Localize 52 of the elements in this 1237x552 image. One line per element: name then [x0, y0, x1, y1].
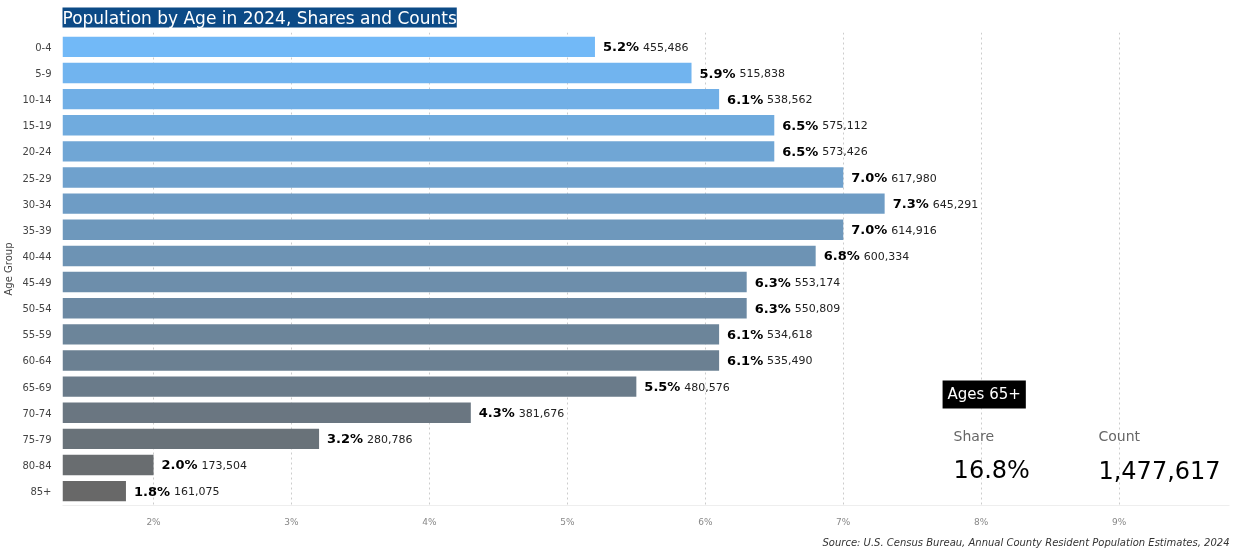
- x-tick-label: 8%: [974, 516, 989, 527]
- data-label: 1.8% 161,075: [133, 483, 220, 499]
- y-tick-label: 60-64: [22, 355, 52, 367]
- data-label: 5.5% 480,576: [644, 379, 730, 395]
- annotation: 1,477,617: [1098, 457, 1221, 486]
- annotation: Share: [953, 428, 995, 445]
- annotation: Count: [1098, 428, 1141, 445]
- data-label: 3.2% 280,786: [327, 431, 413, 447]
- source-note: Source: U.S. Census Bureau, Annual County Resident Population Estimates, 2024: [822, 536, 1230, 548]
- data-label: 6.5% 573,426: [782, 143, 868, 159]
- x-tick-label: 2%: [146, 516, 162, 527]
- data-label: 6.3% 550,809: [754, 300, 841, 316]
- chart-title: Population by Age in 2024, Shares and Counts: [62, 7, 457, 28]
- y-tick-label: 30-34: [22, 198, 52, 210]
- y-tick-label: 10-14: [22, 94, 52, 106]
- annotation: 16.8%: [953, 456, 1030, 485]
- y-tick-label: 50-54: [22, 303, 52, 315]
- data-label: 6.1% 535,490: [727, 352, 813, 368]
- data-label: 7.3% 645,291: [892, 196, 979, 212]
- y-tick-label: 65-69: [22, 381, 52, 393]
- x-tick-label: 6%: [698, 516, 713, 527]
- y-tick-label: 45-49: [22, 277, 52, 289]
- data-label: 7.0% 617,980: [851, 170, 937, 186]
- y-tick-label: 85+: [30, 486, 52, 498]
- data-label: 6.1% 538,562: [727, 91, 813, 107]
- y-tick-label: 80-84: [22, 459, 52, 471]
- data-label: 7.0% 614,916: [851, 222, 937, 238]
- y-tick-label: 15-19: [22, 120, 52, 132]
- annotation: Ages 65+: [947, 385, 1021, 404]
- data-label: 5.9% 515,838: [699, 65, 786, 81]
- data-label: 5.2% 455,486: [602, 39, 689, 55]
- x-tick-label: 9%: [1112, 516, 1127, 527]
- data-label: 4.3% 381,676: [478, 405, 565, 421]
- y-tick-label: 20-24: [22, 146, 52, 158]
- x-tick-label: 4%: [422, 516, 438, 527]
- data-label: 6.3% 553,174: [754, 274, 841, 290]
- x-tick-label: 7%: [836, 516, 851, 527]
- y-tick-label: 70-74: [22, 407, 52, 419]
- y-tick-label: 0-4: [35, 41, 52, 53]
- x-tick-label: 5%: [560, 516, 575, 527]
- y-tick-label: 55-59: [22, 329, 52, 341]
- data-label: 6.1% 534,618: [727, 326, 813, 342]
- y-axis-title: Age Group: [3, 242, 15, 296]
- data-label: 6.8% 600,334: [823, 248, 910, 264]
- data-label: 2.0% 173,504: [161, 457, 248, 473]
- y-tick-label: 25-29: [22, 172, 52, 184]
- y-tick-label: 40-44: [22, 250, 52, 262]
- y-tick-label: 35-39: [22, 224, 52, 236]
- y-tick-label: 5-9: [35, 68, 52, 80]
- x-tick-label: 3%: [284, 516, 300, 527]
- data-label: 6.5% 575,112: [782, 117, 868, 133]
- y-tick-label: 75-79: [22, 433, 52, 445]
